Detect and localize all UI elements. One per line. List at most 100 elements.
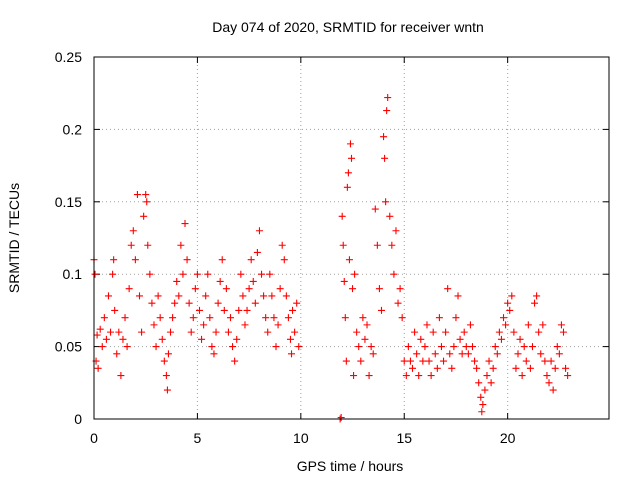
- data-point: [152, 343, 160, 351]
- data-point: [419, 357, 427, 365]
- data-point: [276, 285, 284, 293]
- data-point: [411, 328, 419, 336]
- data-point: [169, 314, 177, 322]
- data-point: [181, 220, 189, 228]
- data-point: [193, 270, 201, 278]
- data-point: [175, 292, 183, 300]
- y-tick-label: 0: [74, 411, 82, 427]
- data-point: [349, 285, 357, 293]
- data-point: [212, 328, 220, 336]
- data-point: [96, 325, 104, 333]
- x-tick-label: 0: [90, 430, 98, 446]
- data-point: [262, 314, 270, 322]
- data-point: [138, 328, 146, 336]
- data-point: [446, 350, 454, 358]
- data-point: [179, 270, 187, 278]
- data-point: [450, 343, 458, 351]
- y-axis-ticks: 0 0.05 0.1 0.15 0.2 0.25: [55, 49, 609, 427]
- data-point: [339, 241, 347, 249]
- data-point: [557, 321, 565, 329]
- data-point: [253, 248, 261, 256]
- data-point: [251, 299, 259, 307]
- data-point: [417, 335, 425, 343]
- data-point: [119, 335, 127, 343]
- data-point: [98, 343, 106, 351]
- data-point: [150, 321, 158, 329]
- data-point: [350, 372, 358, 380]
- data-point: [404, 343, 412, 351]
- data-point: [351, 270, 359, 278]
- data-point: [383, 107, 391, 115]
- data-point: [338, 212, 346, 220]
- data-point: [537, 350, 545, 358]
- data-point: [402, 372, 410, 380]
- data-point: [425, 357, 433, 365]
- data-point: [93, 331, 101, 339]
- data-point: [348, 154, 355, 162]
- data-point: [289, 306, 297, 314]
- data-point: [247, 256, 255, 264]
- data-point: [291, 328, 299, 336]
- data-point: [104, 292, 112, 300]
- data-point: [508, 292, 516, 300]
- data-point: [475, 379, 483, 387]
- data-point: [200, 321, 208, 329]
- data-point: [121, 314, 129, 322]
- data-point: [510, 328, 518, 336]
- data-point: [516, 335, 524, 343]
- data-point: [464, 350, 472, 358]
- data-point: [266, 270, 274, 278]
- data-point: [274, 321, 282, 329]
- data-point: [115, 328, 123, 336]
- data-point: [448, 364, 456, 372]
- data-point: [125, 285, 133, 293]
- data-point: [526, 364, 534, 372]
- data-point: [109, 270, 117, 278]
- data-point: [144, 241, 152, 249]
- data-point: [514, 350, 522, 358]
- data-point: [94, 364, 102, 372]
- data-point: [91, 270, 99, 278]
- data-point: [129, 227, 137, 235]
- data-point: [206, 314, 214, 322]
- data-point: [541, 357, 549, 365]
- data-point: [458, 350, 466, 358]
- data-point: [384, 94, 392, 102]
- data-point: [278, 241, 286, 249]
- data-point: [163, 386, 171, 394]
- data-point: [518, 372, 526, 380]
- data-point: [346, 140, 354, 148]
- data-point: [185, 299, 193, 307]
- data-point: [340, 277, 348, 285]
- data-point: [198, 335, 206, 343]
- y-tick-label: 0.05: [55, 339, 82, 355]
- data-point: [270, 314, 278, 322]
- data-point: [497, 335, 505, 343]
- grid: [94, 57, 609, 419]
- data-point: [249, 277, 257, 285]
- data-point: [237, 270, 245, 278]
- data-point: [154, 292, 162, 300]
- data-point: [341, 314, 349, 322]
- data-point: [528, 343, 536, 351]
- data-point: [421, 343, 429, 351]
- data-point: [102, 335, 110, 343]
- data-point: [245, 285, 253, 293]
- data-point: [531, 299, 539, 307]
- data-point: [123, 343, 131, 351]
- data-point: [555, 350, 563, 358]
- data-point: [377, 306, 385, 314]
- data-point: [400, 357, 408, 365]
- data-point: [444, 285, 452, 293]
- data-point: [431, 350, 439, 358]
- data-point: [520, 343, 528, 351]
- data-point: [110, 256, 118, 264]
- data-point: [218, 256, 226, 264]
- data-point: [512, 364, 520, 372]
- data-point: [146, 270, 154, 278]
- data-point: [208, 343, 216, 351]
- data-point: [363, 321, 371, 329]
- data-point: [504, 299, 512, 307]
- data-point: [187, 328, 195, 336]
